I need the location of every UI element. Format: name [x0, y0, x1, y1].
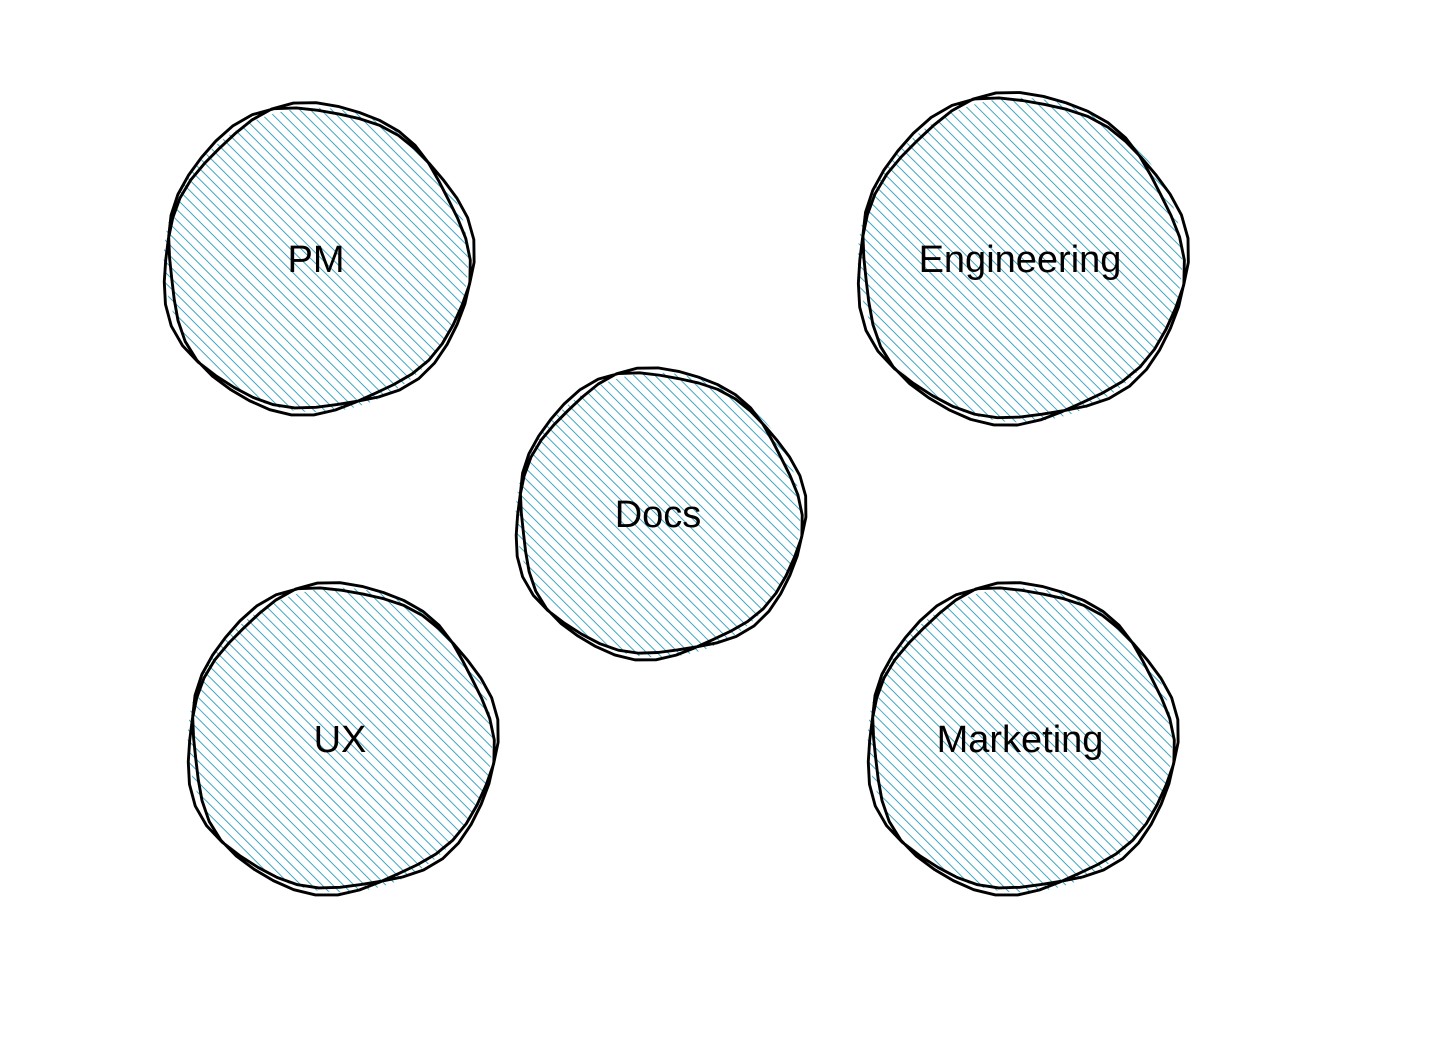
node-ux: UX	[180, 580, 500, 900]
diagram-stage: PM Engineering Docs UX	[0, 0, 1434, 1038]
node-label-docs: Docs	[615, 494, 702, 537]
node-label-ux: UX	[314, 719, 367, 762]
node-engineering: Engineering	[850, 90, 1190, 430]
node-pm: PM	[156, 100, 476, 420]
node-label-marketing: Marketing	[937, 719, 1104, 762]
node-label-pm: PM	[288, 239, 345, 282]
node-label-engineering: Engineering	[919, 239, 1122, 282]
node-docs: Docs	[508, 365, 808, 665]
node-marketing: Marketing	[860, 580, 1180, 900]
